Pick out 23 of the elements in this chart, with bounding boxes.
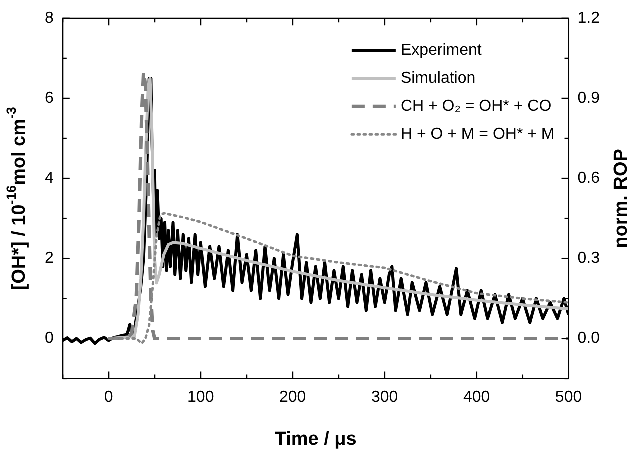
x-tick-label: 0 bbox=[104, 388, 114, 406]
y2-axis-title: norm. ROP bbox=[611, 148, 632, 248]
y2-tick-label: 0.6 bbox=[578, 170, 600, 188]
x-tick-label: 200 bbox=[279, 388, 306, 406]
x-tick-label: 500 bbox=[555, 388, 582, 406]
y-axis-title: [OH*] / 10-16mol cm-3 bbox=[4, 107, 30, 290]
x-tick-label: 300 bbox=[371, 388, 398, 406]
x-tick-label: 400 bbox=[463, 388, 490, 406]
y2-tick-label: 0.9 bbox=[578, 90, 600, 108]
y-tick-label: 4 bbox=[44, 170, 54, 188]
y-tick-label: 6 bbox=[44, 90, 54, 108]
y2-tick-label: 1.2 bbox=[578, 10, 600, 28]
y-tick-label: 2 bbox=[44, 250, 54, 268]
legend-label: Simulation bbox=[400, 70, 476, 88]
y2-tick-label: 0.0 bbox=[578, 330, 600, 348]
x-axis-title: Time / μs bbox=[274, 429, 357, 450]
y-tick-label: 0 bbox=[44, 330, 54, 348]
legend-label: CH + O₂ = OH* + CO bbox=[400, 98, 552, 116]
y-tick-label: 8 bbox=[44, 10, 54, 28]
y2-tick-label: 0.3 bbox=[578, 250, 600, 268]
legend-label: Experiment bbox=[400, 42, 482, 60]
legend-label: H + O + M = OH* + M bbox=[400, 126, 555, 144]
x-tick-label: 100 bbox=[188, 388, 214, 406]
